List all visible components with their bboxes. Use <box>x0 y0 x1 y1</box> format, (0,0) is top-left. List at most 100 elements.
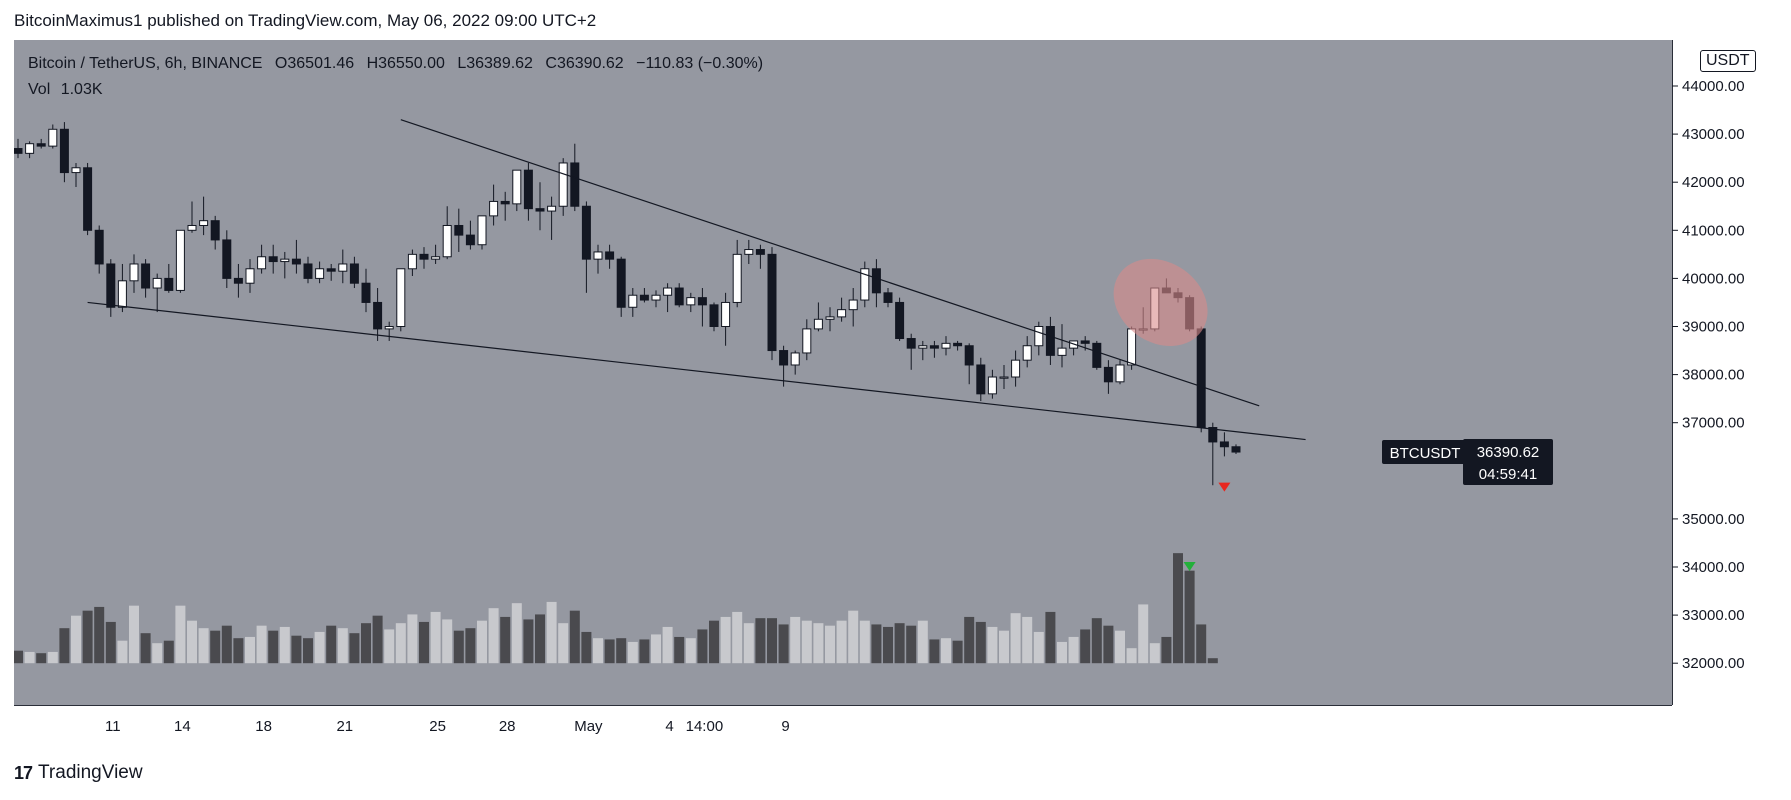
candle[interactable] <box>361 268 371 313</box>
candle[interactable] <box>1057 324 1067 368</box>
candle[interactable] <box>616 256 626 317</box>
candle[interactable] <box>523 162 533 221</box>
candle[interactable] <box>384 321 394 341</box>
candle[interactable] <box>315 261 325 284</box>
candle[interactable] <box>848 288 858 327</box>
candle[interactable] <box>547 196 557 240</box>
candle[interactable] <box>396 268 406 332</box>
candle[interactable] <box>338 249 348 284</box>
candle[interactable] <box>663 283 673 313</box>
candle[interactable] <box>976 357 986 402</box>
candle[interactable] <box>1219 432 1229 457</box>
candle[interactable] <box>477 215 487 250</box>
candle[interactable] <box>465 220 475 250</box>
candle[interactable] <box>210 215 220 250</box>
candle[interactable] <box>500 191 510 221</box>
candle[interactable] <box>605 244 615 269</box>
candle[interactable] <box>141 259 151 298</box>
candle[interactable] <box>233 263 243 298</box>
symbol-title[interactable]: Bitcoin / TetherUS, 6h, BINANCE <box>28 55 263 72</box>
candle[interactable] <box>1103 360 1113 394</box>
candle[interactable] <box>593 244 603 274</box>
candle[interactable] <box>512 169 522 212</box>
candle[interactable] <box>895 297 905 341</box>
candle[interactable] <box>187 201 197 233</box>
candle[interactable] <box>83 162 93 236</box>
candle[interactable] <box>36 138 46 149</box>
candle[interactable] <box>790 350 800 375</box>
candle[interactable] <box>349 256 359 289</box>
candle[interactable] <box>732 239 742 308</box>
candle[interactable] <box>999 364 1009 390</box>
ticker-tag[interactable]: BTCUSDT <box>1382 440 1468 465</box>
candle[interactable] <box>721 292 731 346</box>
candle[interactable] <box>59 122 69 183</box>
candle[interactable] <box>779 345 789 387</box>
candle[interactable] <box>94 225 104 274</box>
candle[interactable] <box>813 302 823 332</box>
candle[interactable] <box>199 196 209 236</box>
candle[interactable] <box>280 251 290 279</box>
candle[interactable] <box>1022 336 1032 368</box>
candle[interactable] <box>13 138 23 159</box>
candle[interactable] <box>628 288 638 317</box>
candle[interactable] <box>709 302 719 332</box>
candle[interactable] <box>686 292 696 313</box>
candle[interactable] <box>1045 316 1055 365</box>
candle[interactable] <box>1034 321 1044 356</box>
tradingview-brand[interactable]: 17 TradingView <box>14 762 143 784</box>
candle[interactable] <box>257 244 267 274</box>
candle[interactable] <box>431 244 441 264</box>
candle[interactable] <box>755 244 765 269</box>
candle[interactable] <box>697 288 707 327</box>
candle[interactable] <box>825 307 835 332</box>
candle[interactable] <box>651 290 661 308</box>
candle[interactable] <box>906 333 916 370</box>
candle[interactable] <box>71 162 81 188</box>
candle[interactable] <box>964 343 974 385</box>
lower-trendline[interactable] <box>87 301 1306 441</box>
candle[interactable] <box>373 288 383 341</box>
candle[interactable] <box>837 297 847 322</box>
candlestick-chart[interactable]: 44000.00 43000.00 42000.00 41000.00 40000.00… <box>13 40 1791 745</box>
candle[interactable] <box>987 369 997 399</box>
candle[interactable] <box>639 288 649 303</box>
candle[interactable] <box>1231 444 1241 454</box>
candle[interactable] <box>245 259 255 293</box>
candle[interactable] <box>454 208 464 252</box>
candle[interactable] <box>860 261 870 308</box>
candle[interactable] <box>442 206 452 260</box>
candle[interactable] <box>883 288 893 308</box>
candle[interactable] <box>674 283 684 308</box>
candle[interactable] <box>106 259 116 317</box>
candle[interactable] <box>802 319 812 361</box>
candle[interactable] <box>1115 360 1125 385</box>
candle[interactable] <box>581 201 591 293</box>
candle[interactable] <box>535 182 545 231</box>
candle[interactable] <box>953 340 963 351</box>
upper-trendline[interactable] <box>400 119 1260 407</box>
candle[interactable] <box>744 239 754 264</box>
candle[interactable] <box>268 244 278 274</box>
highlight-ellipse[interactable] <box>1097 241 1225 364</box>
candle[interactable] <box>25 141 35 159</box>
candle[interactable] <box>407 249 417 276</box>
candle[interactable] <box>871 259 881 308</box>
candle[interactable] <box>222 230 232 289</box>
candle[interactable] <box>918 340 928 361</box>
candle[interactable] <box>152 273 162 313</box>
candle[interactable] <box>1208 422 1218 486</box>
candle[interactable] <box>489 184 499 226</box>
candle[interactable] <box>303 256 313 284</box>
candle[interactable] <box>419 247 429 269</box>
candle[interactable] <box>164 263 174 293</box>
candle[interactable] <box>1196 326 1206 433</box>
candle[interactable] <box>117 263 127 313</box>
currency-badge[interactable]: USDT <box>1700 50 1756 72</box>
candle[interactable] <box>175 229 185 293</box>
candle[interactable] <box>1011 350 1021 387</box>
volume-label[interactable]: Vol <box>28 81 51 98</box>
candle[interactable] <box>1092 340 1102 370</box>
chart-area[interactable]: 44000.00 43000.00 42000.00 41000.00 40000.00… <box>13 40 1791 745</box>
candle[interactable] <box>129 254 139 293</box>
